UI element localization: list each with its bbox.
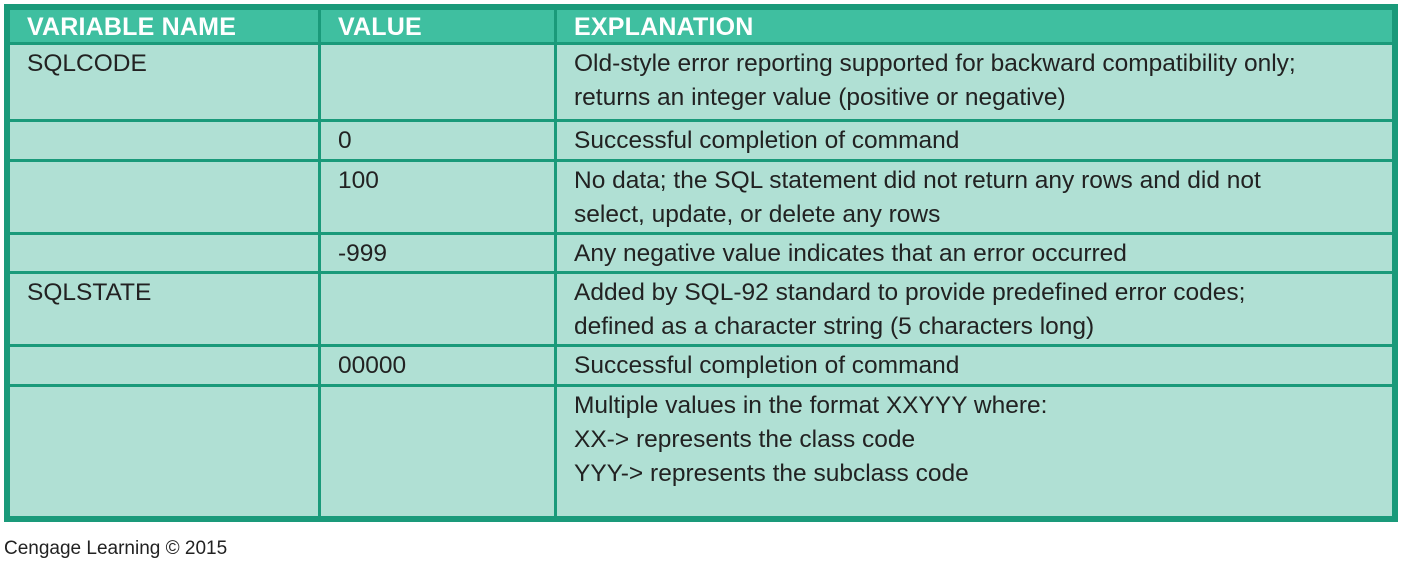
table-row: SQLSTATE Added by SQL-92 standard to pro… — [7, 271, 1395, 347]
value-cell: 0 — [318, 119, 557, 162]
explanation-line: No data; the SQL statement did not retur… — [574, 167, 1261, 194]
explanation-cell: Any negative value indicates that an err… — [554, 232, 1395, 274]
explanation-cell: Multiple values in the format XXYYY wher… — [554, 384, 1395, 519]
table-row: 0 Successful completion of command — [7, 119, 1395, 162]
column-header-variable-name: VARIABLE NAME — [7, 7, 321, 45]
sql-status-variables-table: VARIABLE NAME VALUE EXPLANATION SQLCODE … — [7, 7, 1395, 519]
explanation-line: defined as a character string (5 charact… — [574, 313, 1095, 340]
value-cell — [318, 42, 557, 122]
variable-name-cell — [7, 159, 321, 235]
explanation-line: Any negative value indicates that an err… — [574, 240, 1127, 267]
explanation-cell: Successful completion of command — [554, 344, 1395, 387]
column-header-explanation: EXPLANATION — [554, 7, 1395, 45]
explanation-line: Successful completion of command — [574, 352, 960, 379]
explanation-line: Added by SQL-92 standard to provide pred… — [574, 279, 1246, 306]
explanation-line: Successful completion of command — [574, 127, 960, 154]
explanation-line: Old-style error reporting supported for … — [574, 50, 1296, 77]
variable-name-cell — [7, 384, 321, 519]
variable-name-cell — [7, 344, 321, 387]
explanation-cell: Added by SQL-92 standard to provide pred… — [554, 271, 1395, 347]
column-header-value: VALUE — [318, 7, 557, 45]
explanation-line: returns an integer value (positive or ne… — [574, 84, 1066, 111]
table-header-row: VARIABLE NAME VALUE EXPLANATION — [7, 7, 1395, 45]
explanation-line: XX-> represents the class code — [574, 426, 916, 453]
value-cell: -999 — [318, 232, 557, 274]
variable-name-cell — [7, 119, 321, 162]
value-cell — [318, 271, 557, 347]
explanation-line: select, update, or delete any rows — [574, 201, 941, 228]
variable-name-cell: SQLSTATE — [7, 271, 321, 347]
variable-name-cell: SQLCODE — [7, 42, 321, 122]
variable-name-cell — [7, 232, 321, 274]
value-cell — [318, 384, 557, 519]
explanation-cell: Successful completion of command — [554, 119, 1395, 162]
explanation-cell: Old-style error reporting supported for … — [554, 42, 1395, 122]
table-row: SQLCODE Old-style error reporting suppor… — [7, 42, 1395, 122]
copyright-credit: Cengage Learning © 2015 — [4, 538, 228, 559]
value-cell: 00000 — [318, 344, 557, 387]
explanation-line: Multiple values in the format XXYYY wher… — [574, 392, 1048, 419]
table-row: 00000 Successful completion of command — [7, 344, 1395, 387]
explanation-line: YYY-> represents the subclass code — [574, 460, 969, 487]
table-row: -999 Any negative value indicates that a… — [7, 232, 1395, 274]
table-row: 100 No data; the SQL statement did not r… — [7, 159, 1395, 235]
table-row: Multiple values in the format XXYYY wher… — [7, 384, 1395, 519]
value-cell: 100 — [318, 159, 557, 235]
explanation-cell: No data; the SQL statement did not retur… — [554, 159, 1395, 235]
sql-status-variables-table-container: VARIABLE NAME VALUE EXPLANATION SQLCODE … — [4, 4, 1398, 522]
